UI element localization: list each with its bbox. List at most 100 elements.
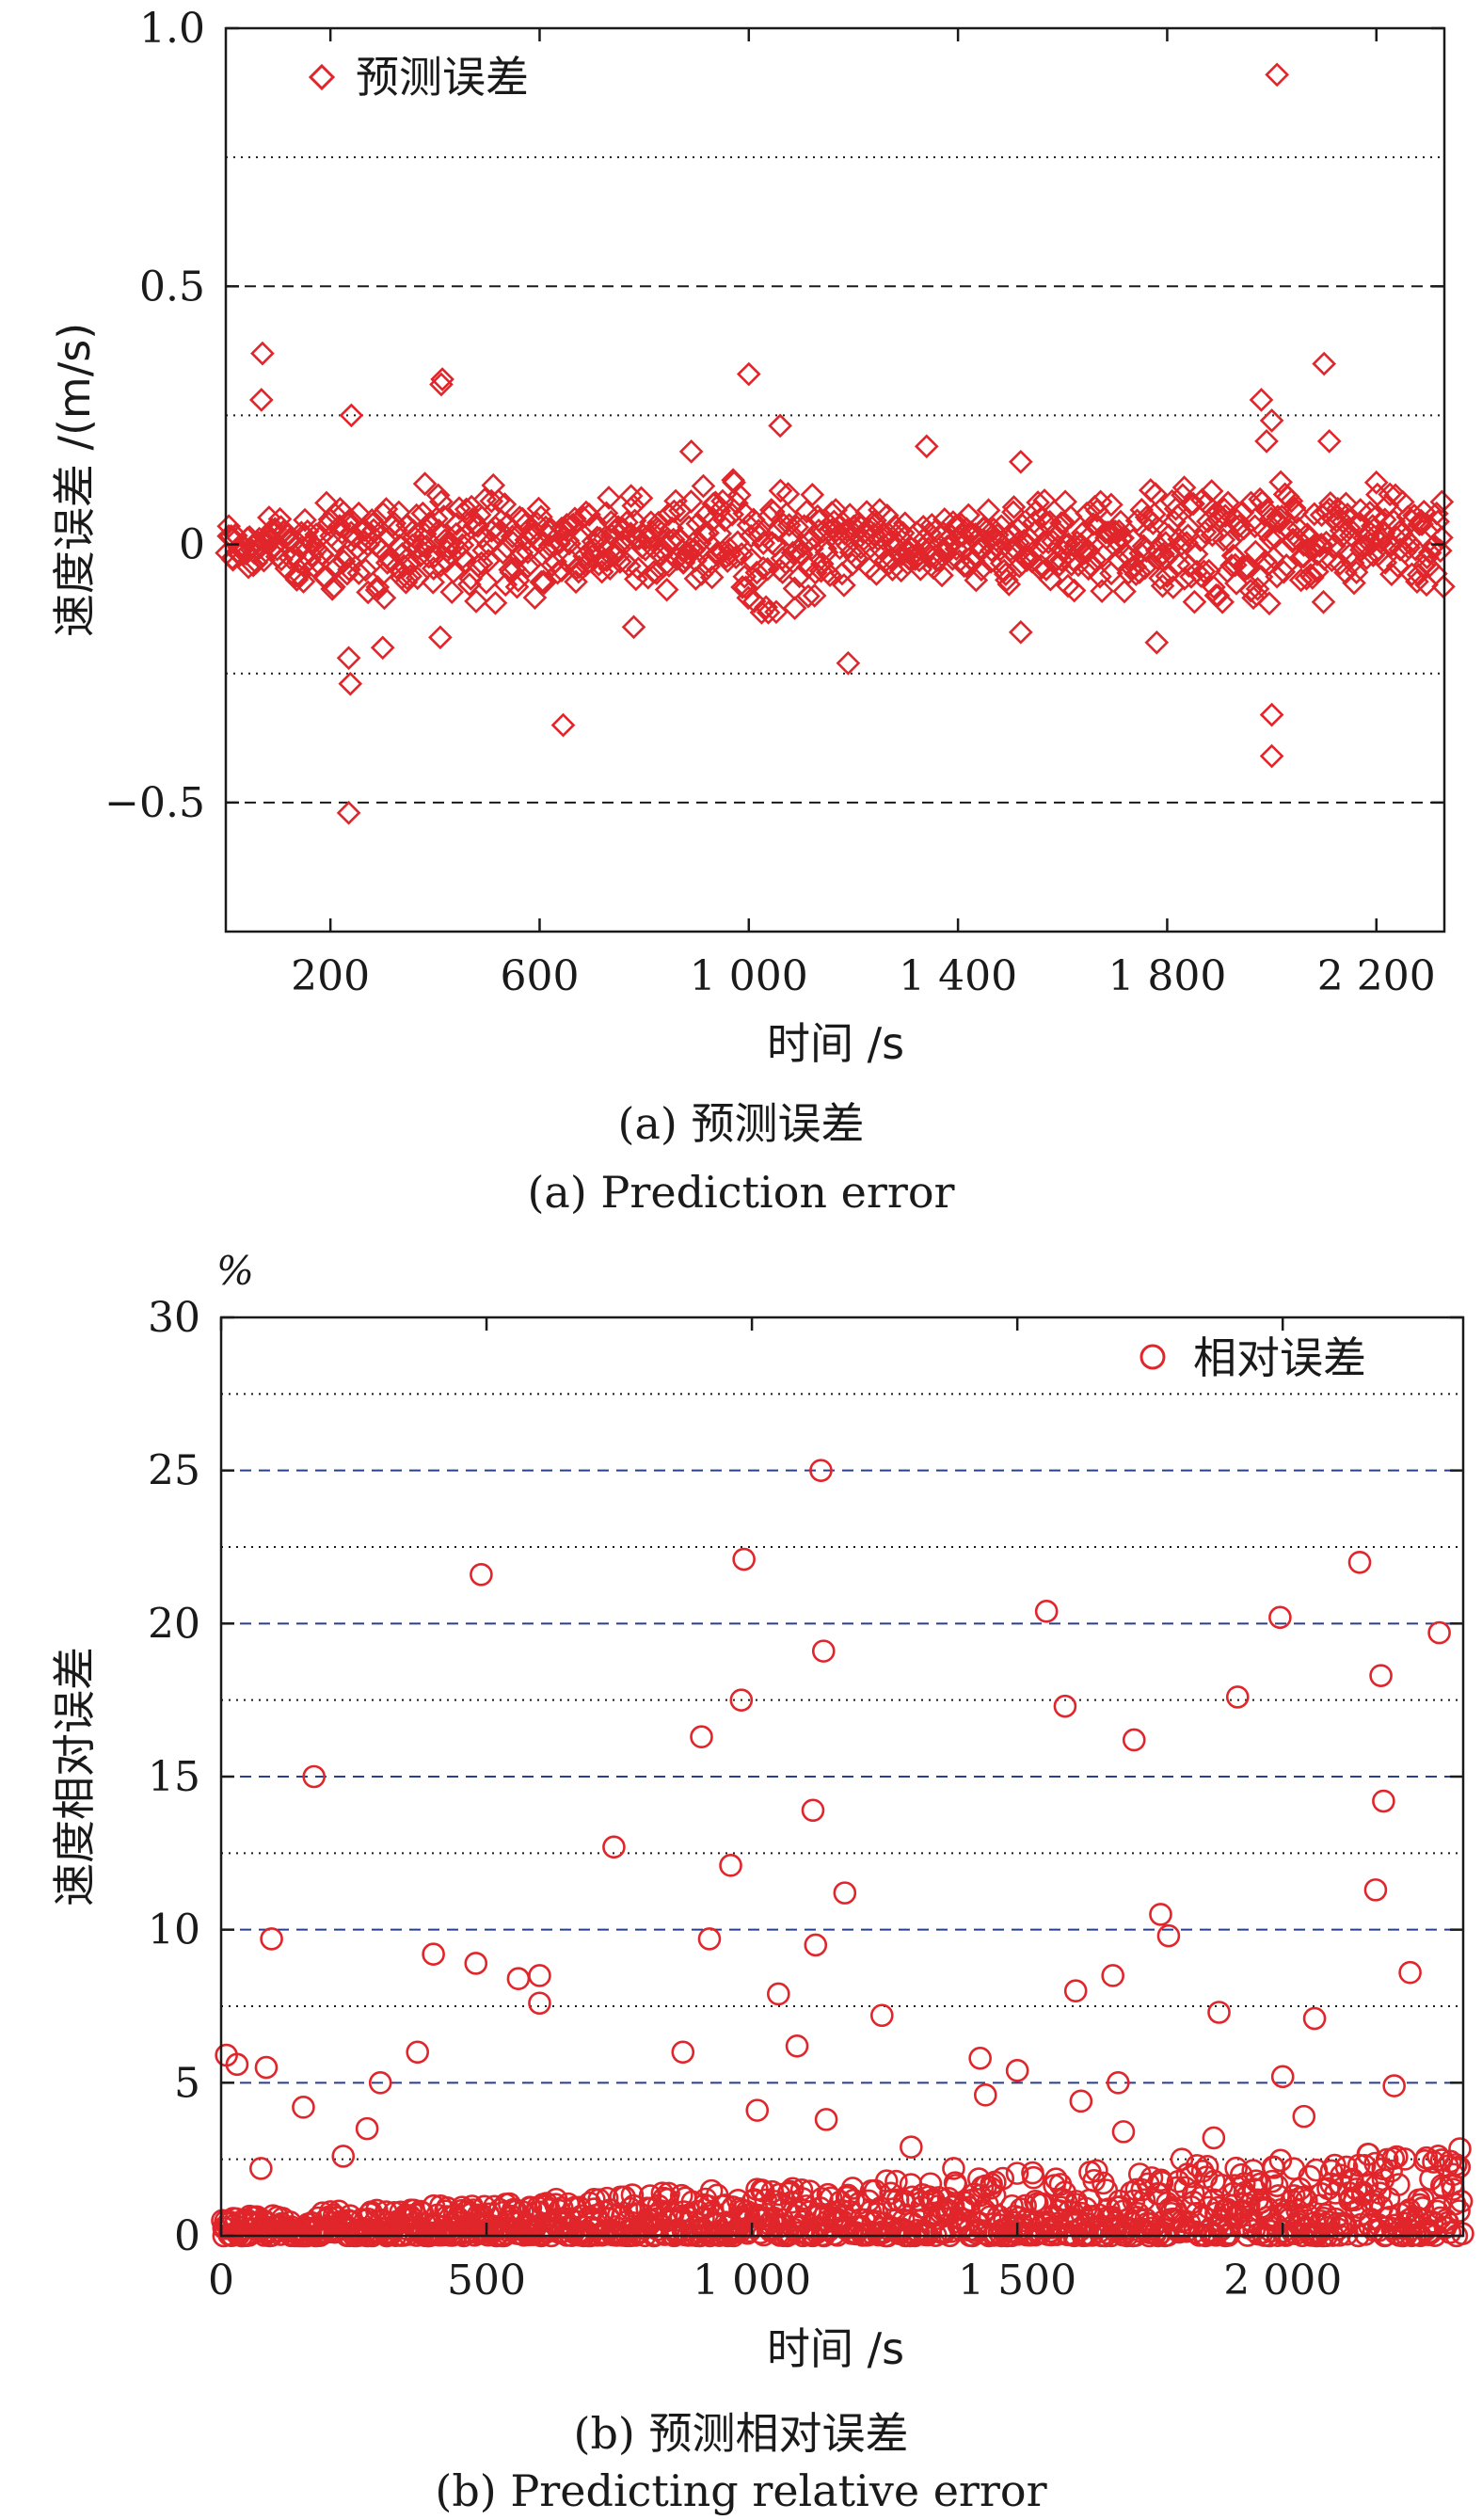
dense-point (1387, 2173, 1410, 2196)
data-point (1053, 1694, 1077, 1718)
dense-point (954, 553, 979, 579)
dense-point (1034, 557, 1059, 582)
dense-point (785, 515, 810, 540)
dense-point (1362, 504, 1388, 530)
dense-point (1088, 564, 1112, 589)
dense-point (1295, 2189, 1318, 2212)
dense-point (1061, 578, 1087, 603)
y-tick-label: 10 (148, 1906, 200, 1954)
y-axis-label-a: 速度误差 /(m/s) (49, 323, 100, 637)
dense-point (1210, 2174, 1234, 2197)
dense-point (1259, 506, 1283, 531)
x-axis-label-b: 时间 /s (767, 2323, 904, 2374)
dense-point (372, 585, 397, 611)
dense-point (661, 499, 687, 524)
data-point (767, 1982, 790, 2006)
dense-point (1191, 559, 1217, 584)
dense-point (293, 507, 317, 533)
data-point (900, 2135, 923, 2159)
dense-point (391, 553, 417, 579)
dense-point (1187, 528, 1213, 552)
dense-point (991, 2166, 1015, 2191)
dense-point (1127, 560, 1152, 585)
data-point (550, 712, 576, 738)
dense-point (1288, 567, 1314, 593)
data-point (368, 2071, 392, 2095)
data-point (1063, 1979, 1088, 2003)
dense-point (951, 553, 977, 579)
dense-point (414, 534, 439, 559)
dense-point (483, 590, 508, 615)
dense-point (1202, 575, 1226, 599)
dense-point (471, 537, 496, 563)
dense-point (1311, 589, 1336, 614)
dense-point (976, 498, 1001, 523)
dense-point (1005, 2161, 1029, 2185)
dense-point (563, 506, 587, 532)
data-point (1107, 2071, 1130, 2095)
y-axis-label-b: 速度相对误差 (49, 1647, 100, 1906)
caption-a-chinese: (a) 预测误差 (617, 1098, 865, 1149)
data-point (336, 646, 361, 671)
dense-point (1429, 489, 1455, 515)
dense-point (447, 496, 471, 520)
data-point (422, 1942, 445, 1966)
dense-point (1044, 2223, 1069, 2246)
dense-point (1379, 562, 1404, 587)
y-tick-label: 15 (148, 1753, 200, 1801)
dense-point (699, 565, 725, 590)
dense-point (712, 507, 738, 533)
dense-point (422, 544, 447, 568)
dense-point (1419, 2167, 1442, 2191)
dense-point (1373, 550, 1398, 575)
chart-panel-a: 200 600 1 000 1 400 1 800 2 200 −0.5 0 0.5 1.0 预测… (49, 5, 1456, 1069)
axis-ticks-a: 200 600 1 000 1 400 1 800 2 200 −0.5 0 0.5 1.0 (104, 5, 1444, 1000)
dense-point (886, 519, 911, 545)
dense-point (398, 564, 423, 589)
dense-point (654, 577, 679, 602)
data-point (260, 1927, 283, 1951)
plot-frame-a (224, 26, 1446, 933)
dense-point (507, 543, 533, 568)
dense-point (244, 550, 269, 575)
dense-point (322, 502, 347, 526)
x-tick-label: 2 000 (1223, 2257, 1342, 2305)
dense-point (1212, 497, 1237, 522)
x-tick-label: 200 (291, 952, 370, 1000)
dense-point (439, 580, 465, 604)
dense-point (739, 523, 764, 549)
data-point (302, 1764, 327, 1789)
dense-point (269, 547, 294, 572)
dense-point (821, 509, 847, 534)
data-point (732, 1547, 756, 1571)
dense-point (322, 574, 346, 599)
dense-point (1284, 500, 1309, 525)
dense-point (1153, 547, 1178, 571)
dense-point (1076, 538, 1101, 564)
dense-point (1026, 490, 1050, 515)
dense-point (637, 526, 662, 550)
dense-point (1032, 488, 1057, 513)
dense-point (1347, 498, 1373, 522)
dense-point (1229, 2162, 1253, 2187)
dense-point (621, 493, 646, 518)
data-point (336, 800, 361, 825)
dense-point (278, 545, 303, 570)
dense-point (682, 537, 707, 562)
dense-point (614, 510, 639, 534)
data-point (697, 1927, 722, 1951)
dense-point (1265, 2174, 1289, 2197)
dense-point (737, 2203, 761, 2227)
dense-point (1184, 541, 1209, 566)
data-point (1207, 2001, 1231, 2024)
data-point (745, 2098, 770, 2122)
data-point (1312, 351, 1337, 376)
dense-point (1443, 2153, 1468, 2177)
data-point (470, 1562, 493, 1587)
dense-point (1051, 510, 1076, 535)
x-tick-label: 1 500 (958, 2257, 1076, 2305)
x-axis-label-a: 时间 /s (767, 1018, 904, 1069)
dense-point (832, 573, 856, 598)
data-point (814, 2108, 838, 2131)
dense-point (803, 560, 828, 585)
